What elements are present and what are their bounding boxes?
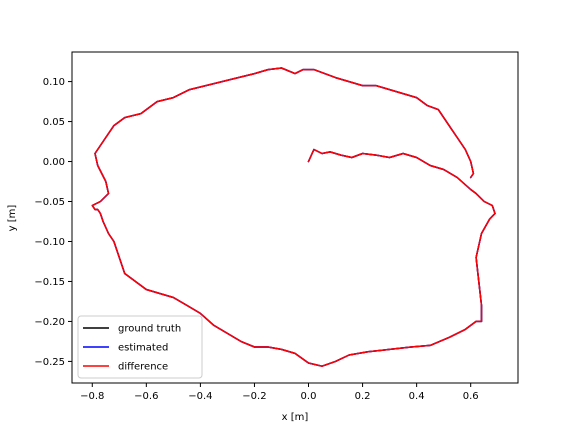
y-tick-label: −0.15	[34, 277, 65, 288]
y-tick-label: −0.05	[34, 197, 65, 208]
y-tick-label: −0.25	[34, 357, 65, 368]
y-axis-ticks: 0.10 0.05 0.00 −0.05 −0.10 −0.15 −0.20 −0.25	[34, 77, 72, 368]
y-tick-label: −0.10	[34, 237, 65, 248]
legend: ground truth estimated difference	[77, 315, 203, 379]
legend-label-2: difference	[118, 362, 168, 373]
x-tick-label: −0.4	[188, 391, 212, 402]
plot-frame	[71, 51, 519, 384]
x-tick-label: 0.2	[355, 391, 371, 402]
y-tick-label: 0.05	[43, 117, 65, 128]
y-tick-label: 0.00	[43, 157, 65, 168]
y-tick-label: −0.20	[34, 317, 65, 328]
x-tick-label: −0.2	[242, 391, 266, 402]
y-tick-label: 0.10	[43, 77, 65, 88]
legend-label-0: ground truth	[118, 324, 181, 335]
y-axis-label: y [m]	[7, 205, 18, 232]
legend-box	[77, 315, 203, 379]
x-tick-label: 0.6	[463, 391, 479, 402]
series-layer	[91, 67, 496, 367]
x-tick-label: 0.0	[301, 391, 317, 402]
legend-label-1: estimated	[118, 343, 168, 354]
series-line-2	[91, 67, 496, 367]
x-tick-label: 0.4	[409, 391, 425, 402]
x-tick-label: −0.6	[134, 391, 158, 402]
x-tick-label: −0.8	[80, 391, 104, 402]
x-axis-label: x [m]	[282, 412, 309, 423]
x-axis-ticks: −0.8 −0.6 −0.4 −0.2 0.0 0.2 0.4 0.6	[80, 383, 479, 402]
